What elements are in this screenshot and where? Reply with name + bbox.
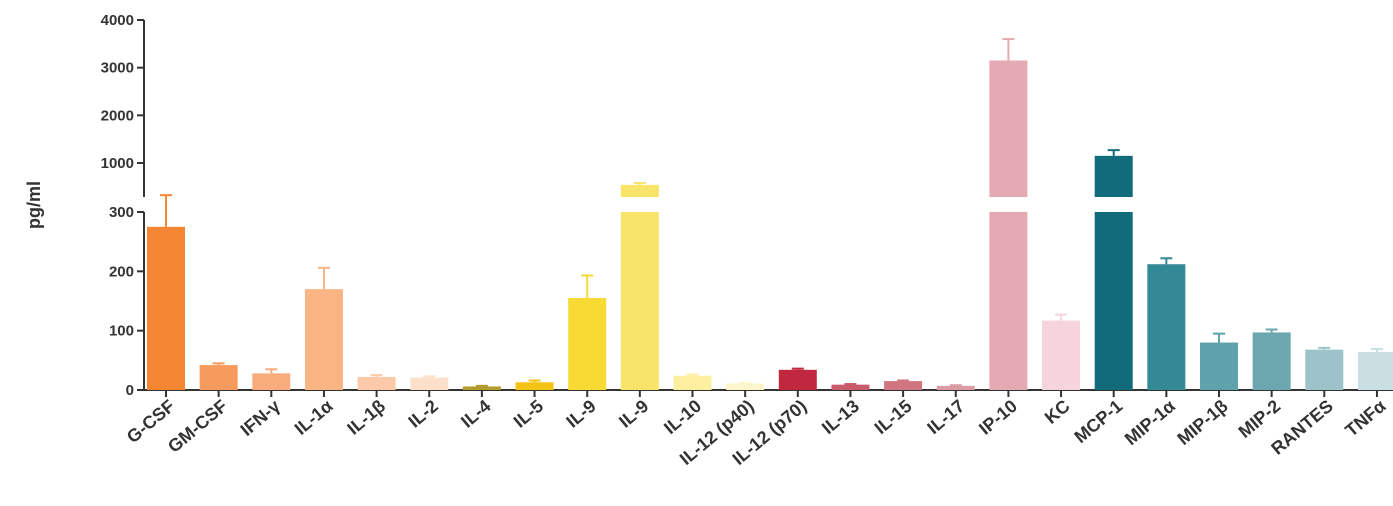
bar-1: [147, 226, 185, 390]
x-tick-label-11: IL-10: [660, 396, 705, 438]
x-tick-label-19: MCP-1: [1071, 396, 1127, 447]
bar-20: [1147, 264, 1186, 390]
bars-group: [147, 60, 1393, 390]
bar-21: [1200, 342, 1238, 390]
x-tick-label-4: IL-1α: [291, 396, 337, 439]
y-tick-label-200: 200: [109, 263, 134, 280]
x-tick-label-20: MIP-1α: [1121, 396, 1179, 449]
error-bars-group: [160, 38, 1383, 387]
y-tick-labels: 0 100 200 300 1000 2000 3000 4000: [101, 12, 134, 399]
bar-11: [673, 375, 712, 390]
x-tick-label-5: IL-1β: [343, 396, 389, 439]
bar-4: [304, 289, 343, 390]
bar-23: [1305, 349, 1344, 390]
bar-17-upper: [989, 60, 1028, 198]
bar-13: [778, 369, 817, 390]
x-tick-label-16: IL-17: [923, 396, 968, 438]
bar-22: [1252, 332, 1291, 390]
y-tick-label-0: 0: [126, 382, 134, 399]
y-tick-label-300: 300: [109, 204, 134, 221]
x-tick-label-3: IFN-γ: [237, 396, 284, 440]
bar-5: [357, 376, 396, 390]
y-tick-label-4000: 4000: [101, 12, 134, 29]
x-tick-label-18: KC: [1041, 396, 1074, 428]
bar-17-lower: [989, 212, 1028, 390]
x-tick-label-6: IL-2: [404, 396, 441, 432]
bar-12: [726, 383, 765, 390]
x-tick-label-14: IL-13: [818, 396, 863, 438]
x-tick-label-15: IL-15: [871, 396, 916, 438]
x-tick-label-2: GM-CSF: [164, 396, 231, 457]
bar-3: [252, 373, 291, 390]
x-tick-label-7: IL-4: [457, 396, 494, 432]
y-tick-label-2000: 2000: [101, 107, 134, 124]
bar-9: [568, 298, 607, 390]
x-tick-label-8: IL-5: [510, 396, 547, 432]
x-tick-label-10: IL-9: [615, 396, 652, 432]
bar-10-lower: [620, 212, 659, 390]
x-tick-label-9: IL-9: [562, 396, 599, 432]
y-tick-label-100: 100: [109, 323, 134, 340]
y-tick-label-3000: 3000: [101, 60, 134, 77]
bar-15: [884, 381, 923, 390]
bar-10-upper: [620, 184, 659, 197]
bar-6: [410, 377, 449, 390]
bar-14: [831, 384, 870, 390]
x-tick-label-24: TNFα: [1341, 396, 1389, 441]
bar-19-lower: [1094, 212, 1133, 390]
x-tick-label-21: MIP-1β: [1174, 396, 1232, 449]
bar-16: [936, 385, 975, 390]
y-tick-label-1000: 1000: [101, 155, 134, 172]
x-tick-label-17: IP-10: [975, 396, 1021, 439]
bar-24: [1357, 352, 1393, 390]
y-axis-title: pg/ml: [24, 181, 44, 229]
bar-2: [199, 365, 238, 390]
bar-19-upper: [1094, 155, 1133, 197]
bar-8: [515, 382, 554, 390]
bar-7: [462, 386, 501, 390]
bar-18: [1042, 320, 1081, 390]
